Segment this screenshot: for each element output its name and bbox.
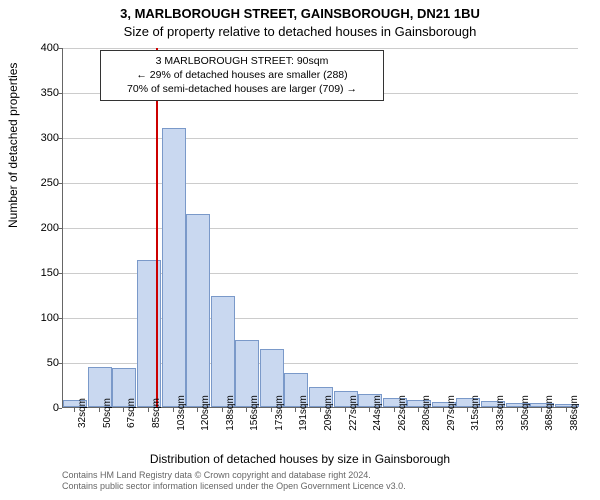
y-tick-mark	[58, 408, 62, 409]
x-tick-mark	[123, 408, 124, 412]
x-tick-mark	[148, 408, 149, 412]
x-tick-label: 227sqm	[348, 395, 359, 431]
x-tick-mark	[492, 408, 493, 412]
x-tick-mark	[271, 408, 272, 412]
x-tick-label: 156sqm	[249, 395, 260, 431]
x-tick-label: 262sqm	[397, 395, 408, 431]
x-tick-mark	[246, 408, 247, 412]
histogram-bar	[162, 128, 186, 407]
x-tick-label: 350sqm	[520, 395, 531, 431]
y-tick-label: 250	[19, 177, 59, 189]
histogram-bar	[186, 214, 210, 408]
x-tick-mark	[418, 408, 419, 412]
y-tick-label: 50	[19, 357, 59, 369]
x-tick-mark	[443, 408, 444, 412]
x-tick-mark	[369, 408, 370, 412]
histogram-bar	[211, 296, 235, 407]
x-tick-label: 120sqm	[200, 395, 211, 431]
x-tick-mark	[541, 408, 542, 412]
x-tick-mark	[517, 408, 518, 412]
y-tick-label: 100	[19, 312, 59, 324]
x-tick-label: 103sqm	[176, 395, 187, 431]
x-tick-label: 315sqm	[470, 395, 481, 431]
x-tick-mark	[173, 408, 174, 412]
x-tick-label: 173sqm	[274, 395, 285, 431]
x-tick-mark	[222, 408, 223, 412]
infobox-line3: 70% of semi-detached houses are larger (…	[107, 82, 377, 96]
x-tick-mark	[320, 408, 321, 412]
reference-line	[156, 48, 158, 407]
y-tick-label: 0	[19, 402, 59, 414]
footer-line2: Contains public sector information licen…	[62, 481, 406, 492]
x-tick-label: 297sqm	[446, 395, 457, 431]
infobox-line2: ← 29% of detached houses are smaller (28…	[107, 68, 377, 82]
gridline	[63, 183, 578, 184]
footer-line1: Contains HM Land Registry data © Crown c…	[62, 470, 406, 481]
y-tick-label: 200	[19, 222, 59, 234]
plot-area	[62, 48, 578, 408]
x-tick-label: 386sqm	[569, 395, 580, 431]
x-tick-mark	[467, 408, 468, 412]
chart-title-main: 3, MARLBOROUGH STREET, GAINSBOROUGH, DN2…	[0, 6, 600, 21]
gridline	[63, 228, 578, 229]
x-tick-label: 191sqm	[298, 395, 309, 431]
x-tick-label: 333sqm	[495, 395, 506, 431]
x-tick-mark	[394, 408, 395, 412]
x-tick-label: 50sqm	[102, 398, 113, 428]
footer-attribution: Contains HM Land Registry data © Crown c…	[62, 470, 406, 493]
gridline	[63, 48, 578, 49]
chart-title-sub: Size of property relative to detached ho…	[0, 24, 600, 39]
x-tick-label: 209sqm	[323, 395, 334, 431]
gridline	[63, 138, 578, 139]
infobox-line1: 3 MARLBOROUGH STREET: 90sqm	[107, 54, 377, 68]
y-tick-label: 350	[19, 87, 59, 99]
y-tick-label: 400	[19, 42, 59, 54]
x-tick-label: 280sqm	[421, 395, 432, 431]
x-tick-mark	[99, 408, 100, 412]
x-tick-mark	[566, 408, 567, 412]
reference-infobox: 3 MARLBOROUGH STREET: 90sqm ← 29% of det…	[100, 50, 384, 101]
x-tick-label: 368sqm	[544, 395, 555, 431]
y-axis-label: Number of detached properties	[6, 63, 20, 228]
x-tick-mark	[345, 408, 346, 412]
x-tick-mark	[197, 408, 198, 412]
x-tick-mark	[295, 408, 296, 412]
x-tick-label: 244sqm	[372, 395, 383, 431]
x-axis-label: Distribution of detached houses by size …	[0, 452, 600, 466]
x-tick-label: 32sqm	[77, 398, 88, 428]
x-tick-label: 67sqm	[126, 398, 137, 428]
x-tick-label: 138sqm	[225, 395, 236, 431]
y-tick-label: 150	[19, 267, 59, 279]
x-tick-label: 85sqm	[151, 398, 162, 428]
histogram-chart: 3, MARLBOROUGH STREET, GAINSBOROUGH, DN2…	[0, 0, 600, 500]
x-tick-mark	[74, 408, 75, 412]
y-tick-label: 300	[19, 132, 59, 144]
